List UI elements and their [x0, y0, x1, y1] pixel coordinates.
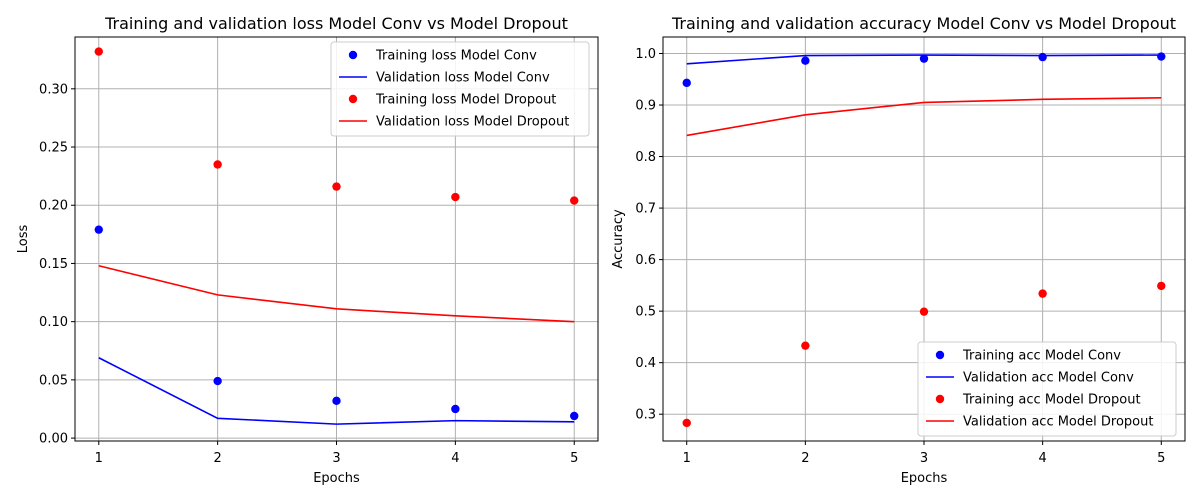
series-line: [686, 97, 1162, 137]
legend-box: [917, 341, 1177, 437]
x-tick-label: 4: [451, 451, 459, 466]
chart-title: Training and validation accuracy Model C…: [671, 14, 1176, 33]
legend-point-marker: [348, 50, 358, 60]
x-tick-label: 5: [570, 451, 578, 466]
legend-box: [330, 41, 590, 137]
legend-entry: Validation loss Model Dropout: [376, 115, 569, 130]
y-tick-label: 0.6: [635, 253, 656, 268]
chart-panel-loss: 1 2 3 4 5 0.00 0.05 0.10 0.15 0.20 0.25 0.30 Trainin…: [16, 14, 599, 486]
data-point: [1157, 52, 1166, 61]
x-tick-label: 4: [1038, 451, 1046, 466]
x-axis-label: Epochs: [313, 471, 360, 486]
x-tick-label: 3: [332, 451, 340, 466]
legend: Training acc Model Conv Validation acc Mo…: [917, 341, 1177, 437]
data-point: [213, 376, 222, 386]
data-point: [1038, 289, 1047, 298]
x-tick-label: 5: [1157, 451, 1165, 466]
data-point: [1038, 52, 1047, 62]
y-tick-label: 0.00: [39, 432, 68, 447]
x-tick-label: 2: [213, 451, 221, 466]
y-tick-label: 0.5: [635, 305, 656, 320]
data-point: [919, 54, 929, 63]
y-tick-label: 0.4: [635, 356, 656, 371]
data-point: [332, 182, 341, 191]
series-line: [686, 54, 1162, 65]
x-tick-label: 2: [801, 451, 809, 466]
y-tick-label: 0.7: [635, 202, 656, 217]
y-tick-label: 0.25: [39, 141, 68, 156]
series-line: [98, 265, 575, 323]
legend-point-marker: [348, 94, 358, 104]
y-axis-label: Accuracy: [611, 209, 626, 269]
data-point: [451, 404, 460, 414]
y-tick-label: 0.15: [39, 257, 68, 272]
x-tick-label: 1: [683, 451, 691, 466]
data-point: [919, 307, 929, 316]
x-axis-label: Epochs: [901, 471, 948, 486]
legend-entry: Validation loss Model Conv: [376, 71, 550, 86]
legend-point-marker: [935, 350, 945, 360]
data-point: [94, 47, 103, 56]
y-tick-label: 0.05: [39, 373, 68, 388]
data-point: [94, 225, 103, 234]
data-point: [451, 192, 460, 202]
data-point: [801, 56, 810, 65]
chart-title: Training and validation loss Model Conv …: [104, 14, 568, 33]
y-tick-label: 0.20: [39, 199, 68, 214]
data-point: [570, 411, 579, 421]
data-point: [682, 78, 691, 88]
legend-entry: Training loss Model Conv: [375, 49, 537, 64]
series-line: [98, 357, 575, 425]
legend: Training loss Model Conv Validation loss …: [330, 41, 590, 137]
legend-entry: Training acc Model Conv: [962, 349, 1121, 364]
y-tick-label: 0.9: [635, 99, 656, 114]
data-point: [682, 418, 691, 428]
legend-entry: Training loss Model Dropout: [375, 93, 556, 108]
data-point: [570, 196, 579, 205]
y-tick-label: 0.10: [39, 315, 68, 330]
data-point: [801, 341, 810, 350]
y-tick-label: 0.3: [635, 408, 656, 423]
y-tick-label: 0.30: [39, 82, 68, 97]
legend-entry: Validation acc Model Conv: [963, 371, 1134, 386]
legend-entry: Validation acc Model Dropout: [963, 415, 1153, 430]
chart-panel-accuracy: 1 2 3 4 5 0.3 0.4 0.5 0.6 0.7 0.8 0.9 1.0 Training an…: [611, 14, 1186, 486]
legend-point-marker: [935, 394, 945, 404]
y-tick-label: 0.8: [635, 150, 656, 165]
y-tick-label: 1.0: [635, 47, 656, 62]
x-tick-label: 3: [920, 451, 928, 466]
legend-entry: Training acc Model Dropout: [962, 393, 1141, 408]
y-axis-label: Loss: [16, 225, 31, 254]
data-point: [213, 160, 222, 169]
data-point: [332, 396, 341, 406]
data-point: [1157, 281, 1166, 291]
x-tick-label: 1: [95, 451, 103, 466]
